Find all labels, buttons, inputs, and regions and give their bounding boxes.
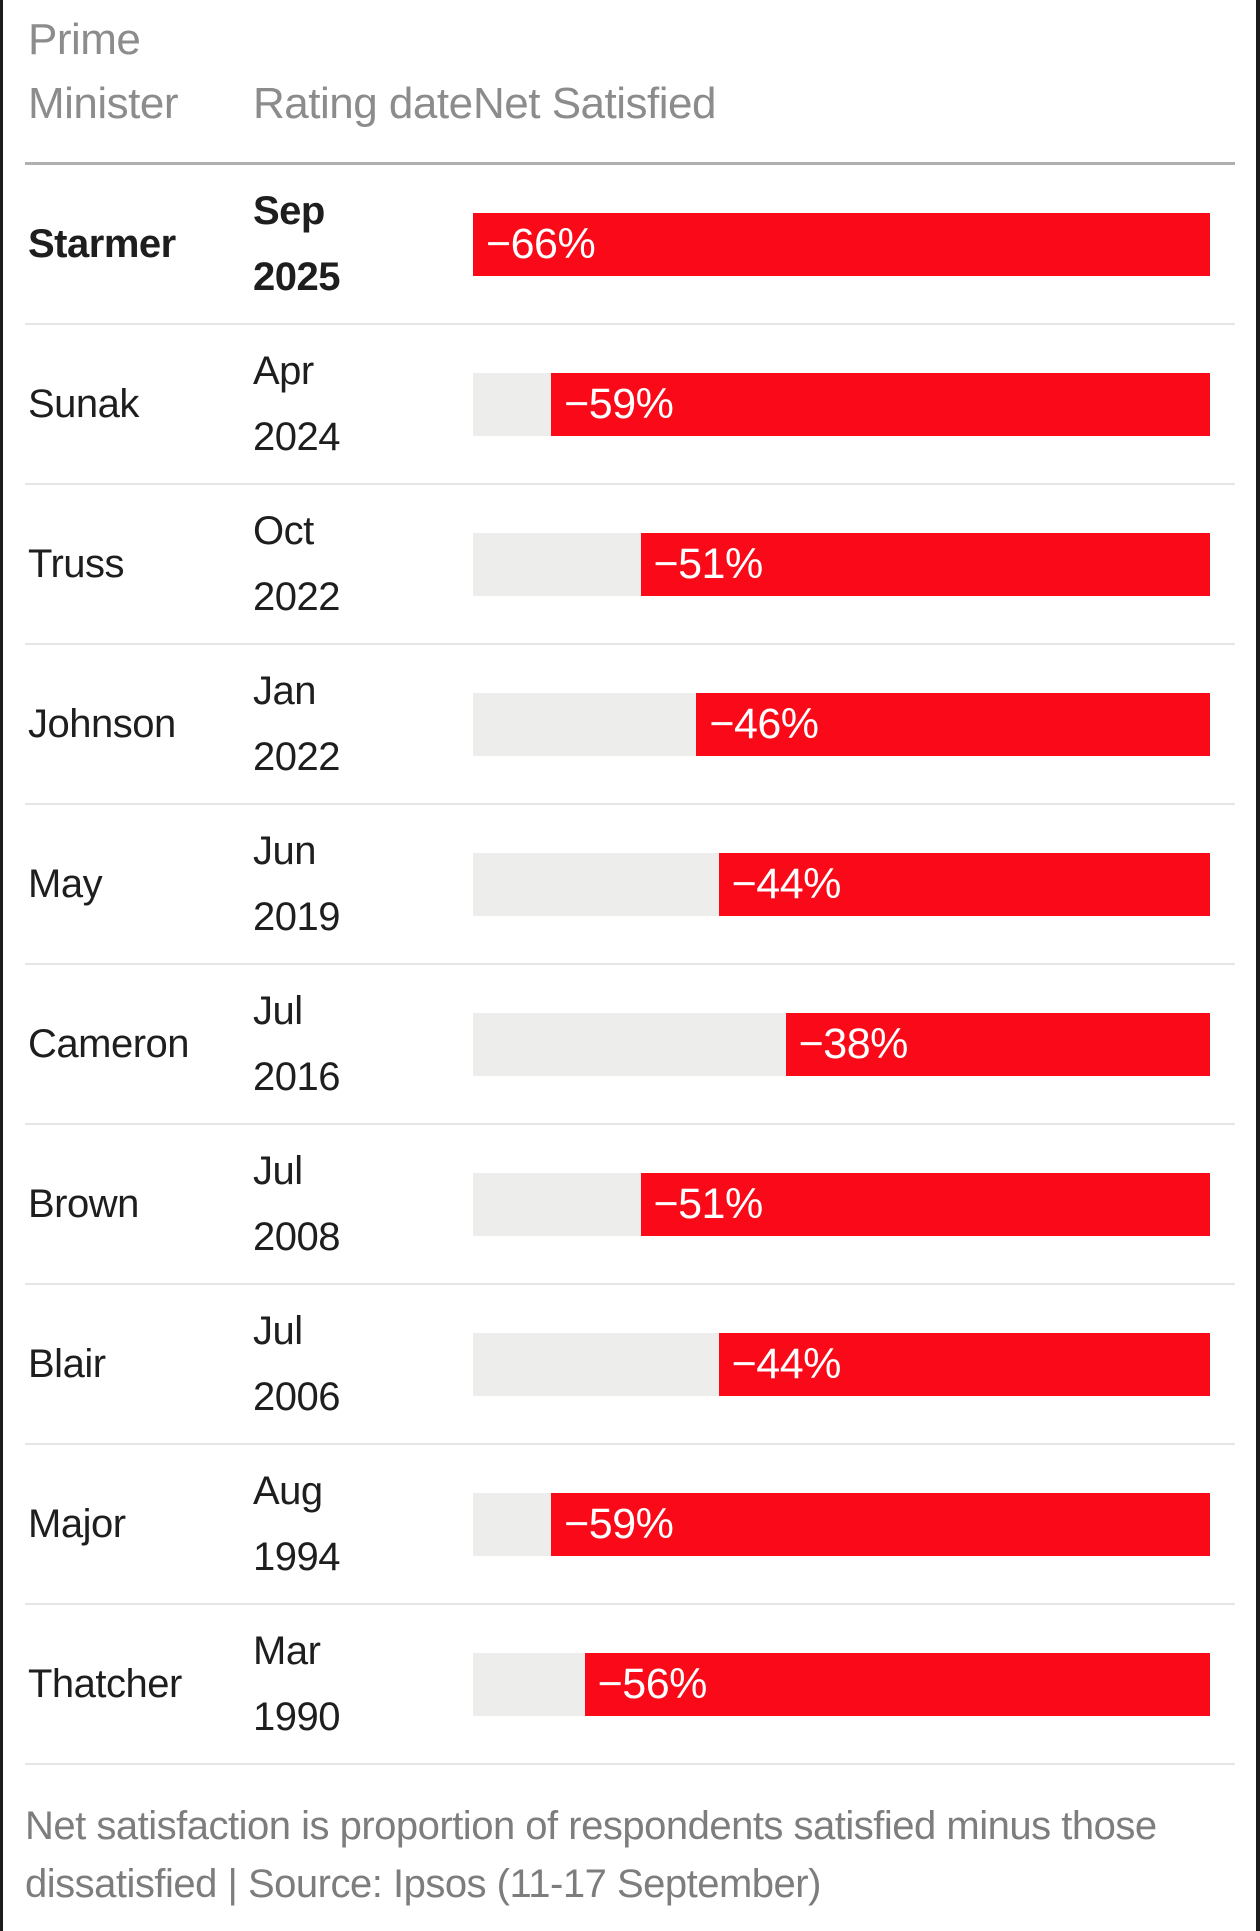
bar-track: −56% <box>473 1652 1210 1716</box>
rating-year: 2016 <box>253 1055 340 1099</box>
rating-month: Apr <box>253 349 314 393</box>
rating-month: Sep <box>253 189 325 233</box>
rating-date: Jul 2016 <box>253 978 473 1110</box>
pm-name: Major <box>28 1501 126 1546</box>
bar-fill: −56% <box>584 1652 1210 1716</box>
rating-date: Jun 2019 <box>253 818 473 950</box>
pm-name: Blair <box>28 1341 106 1386</box>
rating-month: Jul <box>253 1309 303 1353</box>
pm-name: Johnson <box>28 701 176 746</box>
bar-fill: −44% <box>718 852 1210 916</box>
rating-year: 2024 <box>253 415 340 459</box>
bar-fill: −59% <box>551 1492 1210 1556</box>
bar-fill: −51% <box>640 1172 1210 1236</box>
table-row: Sunak Apr 2024 −59% <box>25 325 1235 485</box>
rating-date: Jul 2006 <box>253 1298 473 1430</box>
bar-value-label: −46% <box>709 699 819 748</box>
rating-year: 2022 <box>253 575 340 619</box>
rating-year: 2019 <box>253 895 340 939</box>
bar-value-label: −59% <box>564 1499 674 1548</box>
rating-month: Jul <box>253 1149 303 1193</box>
pm-name: Starmer <box>28 221 176 266</box>
column-header-rating-date: Rating date <box>253 79 473 128</box>
bar-value-label: −44% <box>731 859 842 908</box>
rating-year: 2006 <box>253 1375 340 1419</box>
pm-name: Cameron <box>28 1021 190 1066</box>
bar-track: −44% <box>473 1332 1210 1396</box>
rating-year: 2008 <box>253 1215 340 1259</box>
table-row: Cameron Jul 2016 −38% <box>25 965 1235 1125</box>
table-row: Truss Oct 2022 −51% <box>25 485 1235 645</box>
rating-month: Jan <box>253 669 317 713</box>
table-row: Major Aug 1994 −59% <box>25 1445 1235 1605</box>
bar-value-label: −38% <box>798 1019 909 1068</box>
bar-fill: −51% <box>640 532 1210 596</box>
pm-name: Truss <box>28 541 125 586</box>
bar-value-label: −44% <box>731 1339 842 1388</box>
table-row: Johnson Jan 2022 −46% <box>25 645 1235 805</box>
bar-value-label: −51% <box>653 539 764 588</box>
table-row: Starmer Sep 2025 −66% <box>25 165 1235 325</box>
source-footnote: Net satisfaction is proportion of respon… <box>25 1804 1157 1906</box>
rating-month: Jun <box>253 829 317 873</box>
rating-date: Mar 1990 <box>253 1618 473 1750</box>
bar-fill: −66% <box>473 212 1210 276</box>
bar-track: −51% <box>473 1172 1210 1236</box>
rating-year: 2022 <box>253 735 340 779</box>
bar-track: −59% <box>473 372 1210 436</box>
bar-track: −46% <box>473 692 1210 756</box>
column-header-net-satisfied: Net Satisfied <box>473 79 716 128</box>
rating-month: Oct <box>253 509 314 553</box>
rating-date: Oct 2022 <box>253 498 473 630</box>
rating-month: Mar <box>253 1629 321 1673</box>
bar-value-label: −56% <box>597 1659 708 1708</box>
rating-year: 2025 <box>253 255 340 299</box>
bar-value-label: −51% <box>653 1179 764 1228</box>
bar-fill: −44% <box>718 1332 1210 1396</box>
rating-month: Aug <box>253 1469 323 1513</box>
rating-date: Aug 1994 <box>253 1458 473 1590</box>
bar-fill: −38% <box>785 1012 1210 1076</box>
pm-name: Brown <box>28 1181 139 1226</box>
table-row: May Jun 2019 −44% <box>25 805 1235 965</box>
bar-track: −51% <box>473 532 1210 596</box>
rating-month: Jul <box>253 989 303 1033</box>
bar-fill: −59% <box>551 372 1210 436</box>
rating-date: Sep 2025 <box>253 178 473 310</box>
rating-date: Apr 2024 <box>253 338 473 470</box>
bar-track: −59% <box>473 1492 1210 1556</box>
bar-track: −38% <box>473 1012 1210 1076</box>
rating-year: 1990 <box>253 1695 340 1739</box>
rating-year: 1994 <box>253 1535 340 1579</box>
pm-name: Sunak <box>28 381 139 426</box>
table-row: Brown Jul 2008 −51% <box>25 1125 1235 1285</box>
table-row: Blair Jul 2006 −44% <box>25 1285 1235 1445</box>
bar-track: −44% <box>473 852 1210 916</box>
bar-value-label: −59% <box>564 379 674 428</box>
pm-name: May <box>28 861 103 906</box>
pm-name: Thatcher <box>28 1661 182 1706</box>
bar-fill: −46% <box>696 692 1210 756</box>
rating-date: Jul 2008 <box>253 1138 473 1270</box>
bar-track: −66% <box>473 212 1210 276</box>
column-header-prime-minister: Prime Minister <box>28 15 179 128</box>
rating-date: Jan 2022 <box>253 658 473 790</box>
table-row: Thatcher Mar 1990 −56% <box>25 1605 1235 1765</box>
bar-value-label: −66% <box>486 219 596 268</box>
table-header: Prime Minister Rating date Net Satisfied <box>25 0 1235 165</box>
